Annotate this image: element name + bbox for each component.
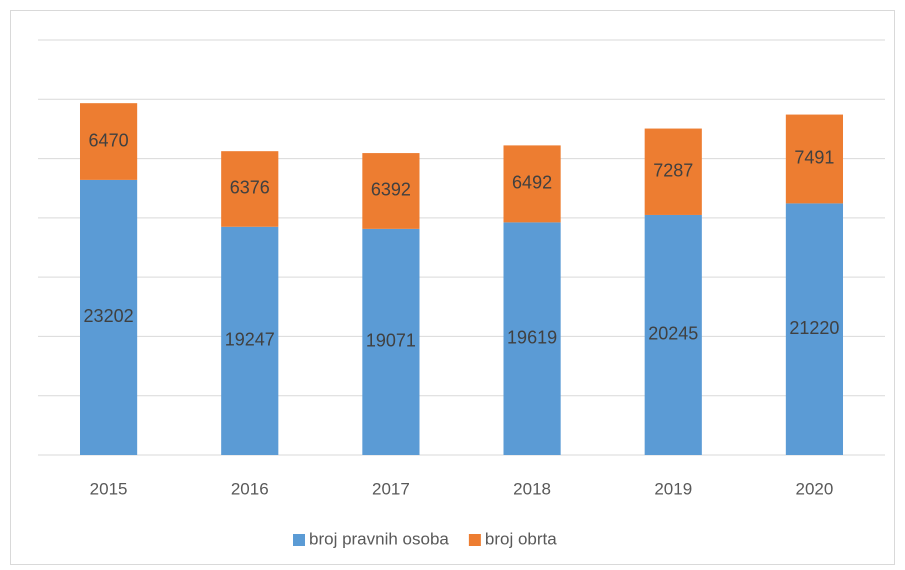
bar-segment (362, 228, 420, 455)
x-tick-label: 2018 (513, 479, 551, 498)
data-label: 6376 (230, 178, 270, 198)
data-label: 19071 (366, 331, 416, 351)
data-label: 23202 (84, 306, 134, 326)
data-label: 6392 (371, 180, 411, 200)
bar-segment (362, 153, 420, 229)
data-label: 21220 (789, 318, 839, 338)
data-label: 6470 (89, 130, 129, 150)
x-tick-label: 2017 (372, 479, 410, 498)
chart-border (10, 10, 895, 565)
data-label: 7287 (653, 161, 693, 181)
x-tick-label: 2019 (654, 479, 692, 498)
bar-segment (785, 203, 844, 455)
x-tick-label: 2016 (231, 479, 269, 498)
data-label: 7491 (794, 148, 834, 168)
legend-swatch (293, 534, 305, 546)
bar-segment (644, 128, 702, 215)
bar-segment (785, 114, 844, 204)
bar-segment (221, 151, 279, 227)
data-label: 19247 (225, 330, 275, 350)
data-label: 6492 (512, 173, 552, 193)
data-label: 19619 (507, 327, 557, 347)
legend-label: broj pravnih osoba (309, 529, 449, 548)
bar-segment (79, 103, 138, 180)
x-tick-label: 2015 (90, 479, 128, 498)
bar-segment (503, 145, 561, 223)
data-label: 20245 (648, 324, 698, 344)
bar-segment (221, 226, 279, 455)
x-tick-label: 2020 (796, 479, 834, 498)
legend-label: broj obrta (485, 529, 557, 548)
bar-segment (503, 222, 561, 455)
bar-segment (79, 179, 138, 455)
bar-segment (644, 214, 702, 455)
legend-swatch (468, 534, 481, 546)
